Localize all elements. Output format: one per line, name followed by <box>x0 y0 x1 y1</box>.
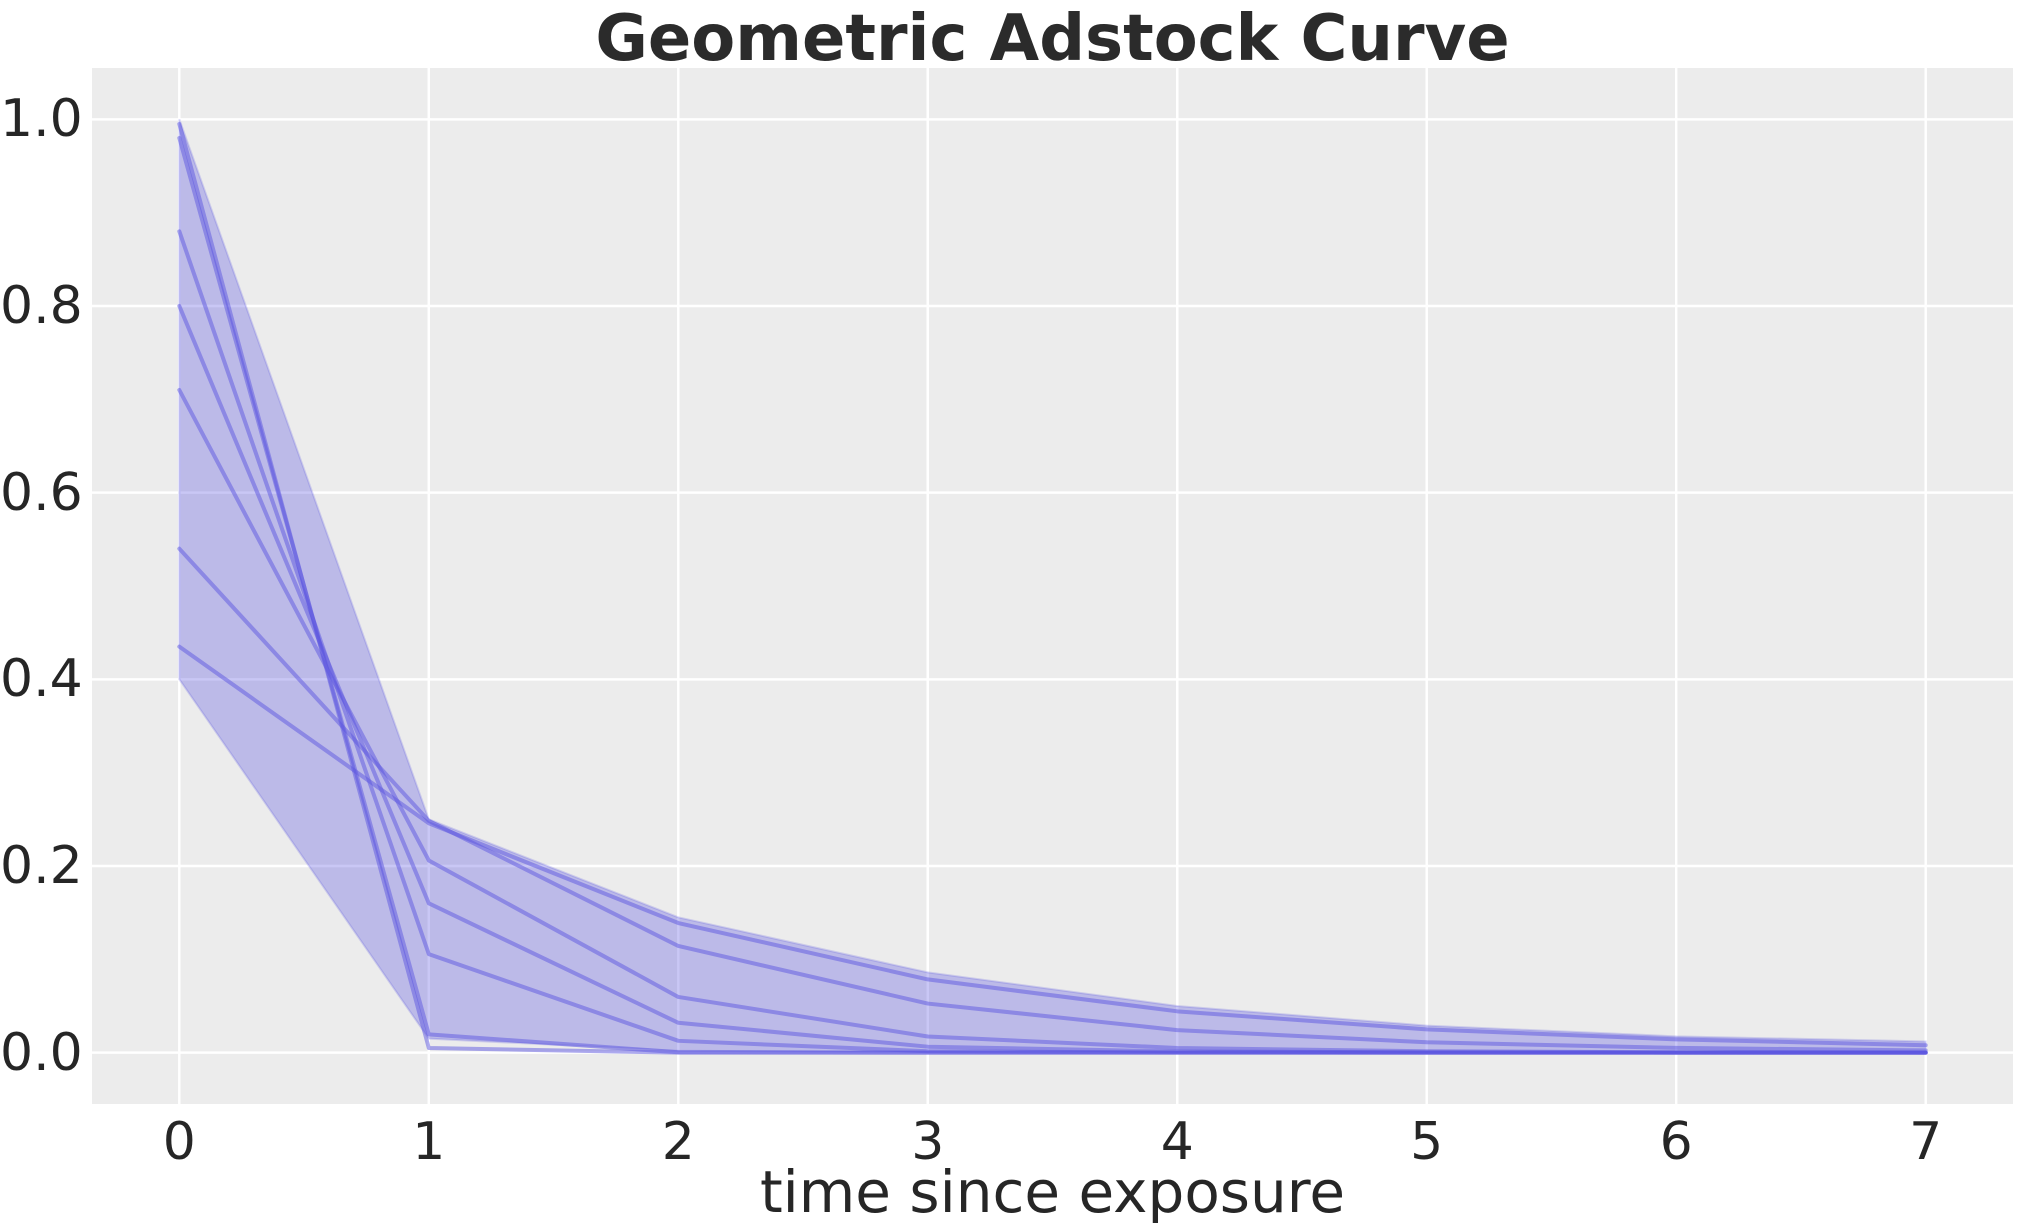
adstock-curve <box>177 388 1928 1055</box>
x-tick-label: 5 <box>1410 1112 1444 1172</box>
adstock-curve <box>177 644 1928 1048</box>
y-tick-label: 0.2 <box>0 836 83 896</box>
x-tick-label: 7 <box>1909 1112 1943 1172</box>
x-tick-label: 0 <box>162 1112 196 1172</box>
y-tick-label: 0.8 <box>0 276 83 336</box>
x-tick-label: 2 <box>661 1112 695 1172</box>
x-tick-label: 4 <box>1160 1112 1194 1172</box>
x-tick-label: 1 <box>412 1112 446 1172</box>
y-tick-label: 0.0 <box>0 1022 83 1083</box>
x-tick-label: 6 <box>1659 1112 1693 1172</box>
y-tick-label: 0.6 <box>0 462 83 523</box>
y-tick-label: 0.4 <box>0 649 83 710</box>
axes-background <box>92 68 2013 1104</box>
x-tick-label: 3 <box>911 1112 945 1172</box>
chart-title: Geometric Adstock Curve <box>595 2 1510 76</box>
y-tick-label: 1.0 <box>0 89 83 150</box>
x-axis-label: time since exposure <box>759 1158 1346 1223</box>
